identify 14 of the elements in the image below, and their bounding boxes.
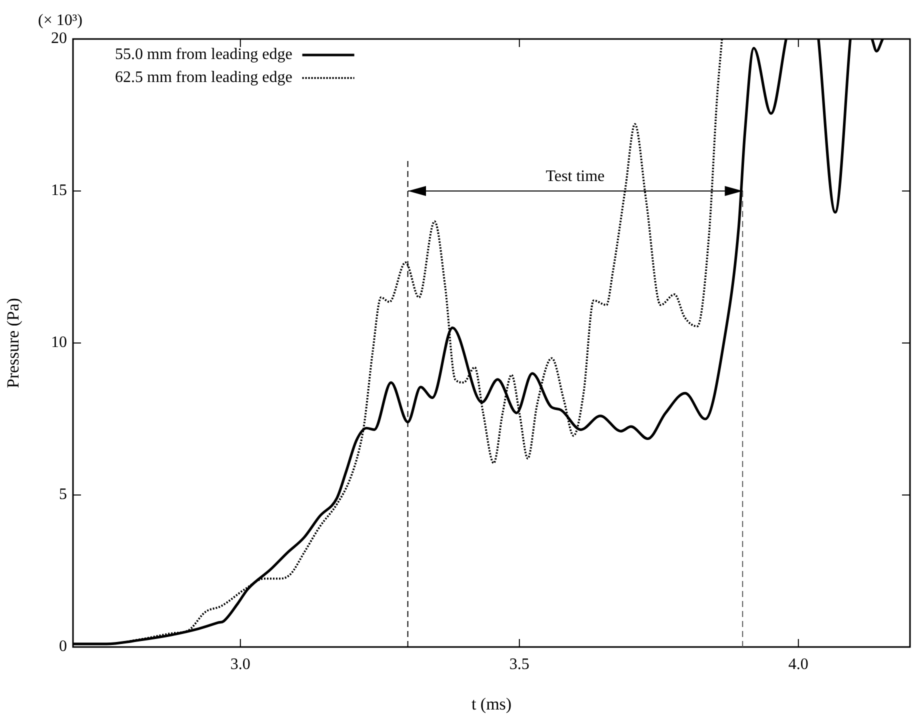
- y-tick-label: 20: [51, 30, 67, 48]
- annotation: Test time: [546, 168, 605, 186]
- y-tick-label: 15: [51, 182, 67, 200]
- x-tick-label: 3.0: [230, 656, 250, 674]
- y-tick-label: 0: [59, 638, 67, 656]
- text: (× 10³): [38, 12, 82, 30]
- y-axis-title: Pressure (Pa): [4, 298, 23, 388]
- y-tick-label: 10: [51, 334, 67, 352]
- x-tick-label: 4.0: [788, 656, 808, 674]
- y-tick-label: 5: [59, 486, 67, 504]
- legend-label: 55.0 mm from leading edge: [115, 46, 292, 64]
- x-tick-label: 3.5: [509, 656, 530, 674]
- legend-label: 62.5 mm from leading edge: [115, 69, 292, 86]
- x-axis-title: t (ms): [471, 694, 512, 714]
